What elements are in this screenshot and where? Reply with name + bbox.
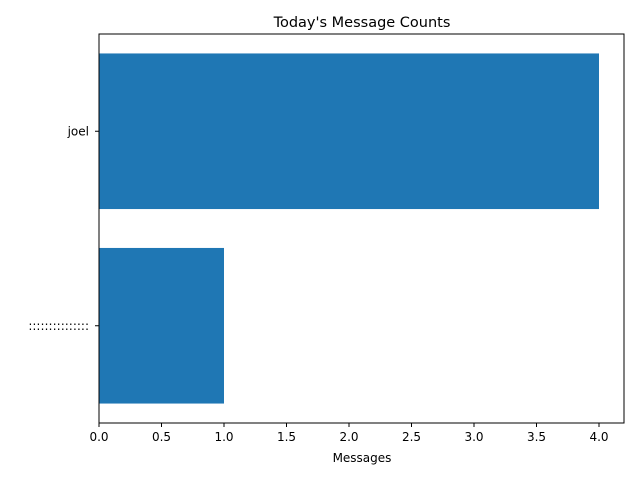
y-tick-label: joel xyxy=(67,124,89,138)
x-tick-label: 3.5 xyxy=(527,430,546,444)
x-tick-label: 0.0 xyxy=(89,430,108,444)
x-tick-label: 0.5 xyxy=(152,430,171,444)
chart-title: Today's Message Counts xyxy=(273,15,451,31)
bar-1 xyxy=(99,53,599,210)
y-tick-label: ::::::::::::::: xyxy=(28,319,89,333)
x-tick-label: 1.5 xyxy=(277,430,296,444)
x-axis-label: Messages xyxy=(333,451,392,465)
x-tick-label: 1.0 xyxy=(214,430,233,444)
x-tick-label: 3.0 xyxy=(464,430,483,444)
x-tick-label: 4.0 xyxy=(589,430,608,444)
bars-layer xyxy=(99,53,599,404)
axes-layer: 0.0 0.5 1.0 1.5 2.0 2.5 3.0 3.5 4.0:::::::::::::… xyxy=(28,33,625,444)
bar-0 xyxy=(99,247,224,404)
x-tick-label: 2.5 xyxy=(402,430,421,444)
x-tick-label: 2.0 xyxy=(339,430,358,444)
plot-frame xyxy=(98,33,625,424)
